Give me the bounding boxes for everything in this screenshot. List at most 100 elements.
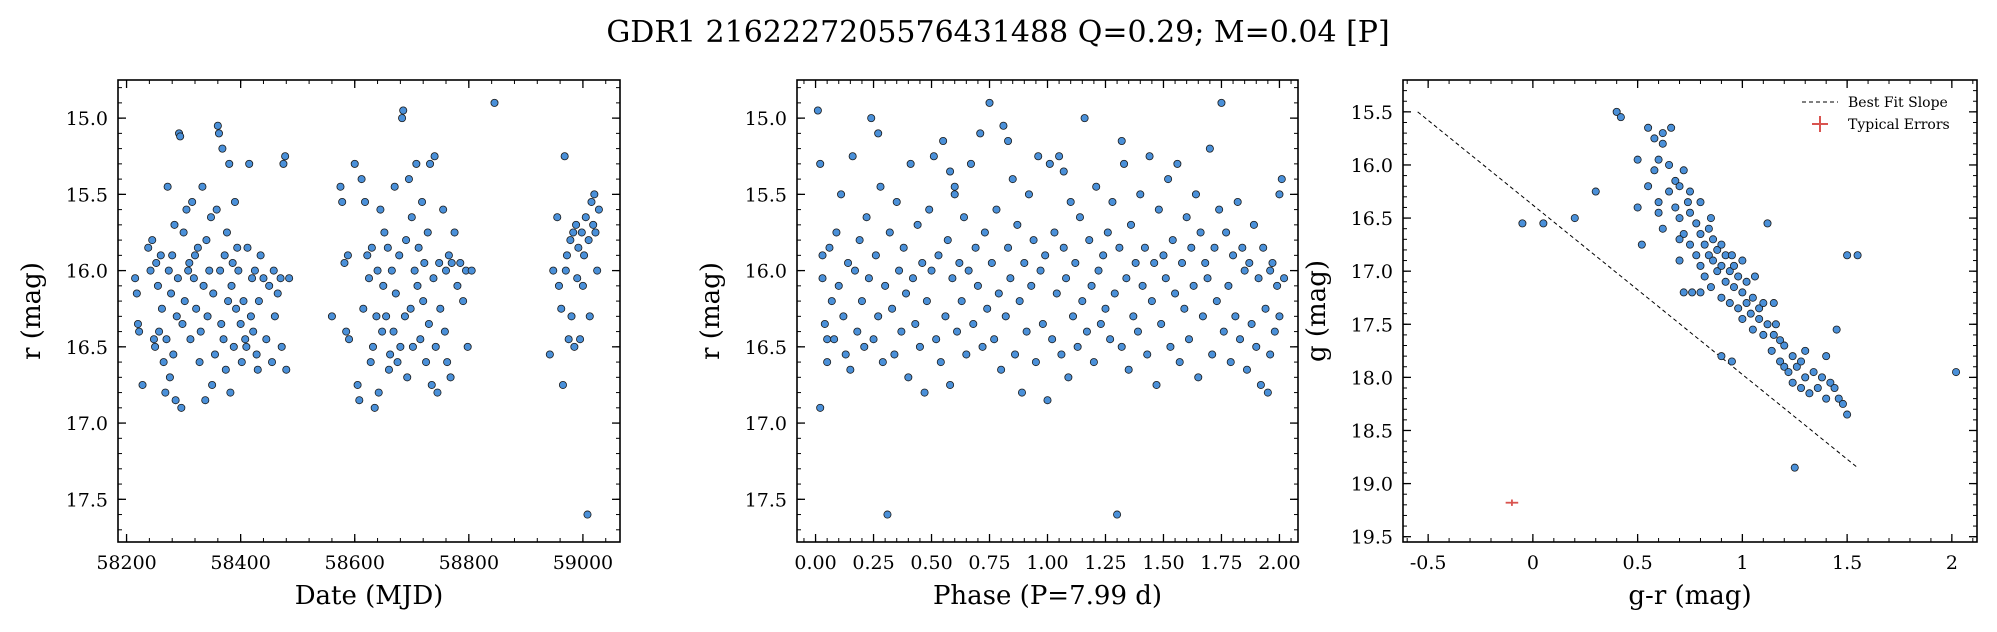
data-point — [1082, 327, 1091, 336]
data-point — [1113, 510, 1122, 519]
data-point — [199, 281, 208, 290]
data-point — [1675, 235, 1684, 244]
data-point — [419, 297, 428, 306]
data-point — [386, 350, 395, 359]
data-point — [1036, 266, 1045, 275]
data-point — [1654, 198, 1663, 207]
y-axis-label: g (mag) — [1302, 260, 1332, 362]
data-point — [1679, 288, 1688, 297]
data-point — [232, 304, 241, 313]
data-point — [890, 350, 899, 359]
data-point — [591, 228, 600, 237]
data-point — [361, 197, 370, 206]
data-point — [841, 350, 850, 359]
data-point — [370, 403, 379, 412]
figure-title: GDR1 2162227205576431488 Q=0.29; M=0.04 … — [606, 15, 1389, 50]
data-point — [195, 358, 204, 367]
data-point — [1219, 327, 1228, 336]
data-point — [1784, 368, 1793, 377]
data-point — [1832, 325, 1841, 334]
data-point — [1045, 159, 1054, 168]
data-point — [490, 98, 499, 107]
data-point — [1738, 288, 1747, 297]
data-point — [911, 319, 920, 328]
data-point — [1801, 373, 1810, 382]
data-point — [182, 205, 191, 214]
data-point — [934, 251, 943, 260]
data-point — [1717, 240, 1726, 249]
data-point — [955, 258, 964, 267]
data-point — [1015, 297, 1024, 306]
x-tick-label: 0.25 — [852, 552, 894, 574]
data-point — [391, 289, 400, 298]
data-point — [572, 220, 581, 229]
data-point — [1117, 342, 1126, 351]
data-point — [1050, 228, 1059, 237]
data-point — [422, 358, 431, 367]
data-point — [1843, 410, 1852, 419]
data-point — [1080, 114, 1089, 123]
plot-frame — [1402, 79, 1978, 543]
data-point — [1140, 243, 1149, 252]
data-point — [1838, 399, 1847, 408]
data-point — [1518, 219, 1527, 228]
data-point — [429, 274, 438, 283]
data-point — [973, 281, 982, 290]
data-point — [242, 342, 251, 351]
data-point — [1813, 383, 1822, 392]
data-point — [1048, 335, 1057, 344]
data-point — [338, 197, 347, 206]
data-point — [237, 358, 246, 367]
data-point — [1110, 289, 1119, 298]
y-tick-label: 15.0 — [66, 108, 108, 130]
data-point — [1633, 155, 1642, 164]
data-point — [1696, 261, 1705, 270]
data-point — [1154, 205, 1163, 214]
data-point — [1797, 357, 1806, 366]
data-point — [256, 251, 265, 260]
data-point — [1006, 274, 1015, 283]
data-point — [922, 297, 931, 306]
data-point — [202, 236, 211, 245]
data-point — [1001, 312, 1010, 321]
data-point — [545, 350, 554, 359]
data-point — [1952, 368, 1961, 377]
x-tick-label: 0.50 — [910, 552, 952, 574]
data-point — [1256, 380, 1265, 389]
y-axis-label: r (mag) — [696, 262, 726, 360]
data-point — [855, 236, 864, 245]
data-point — [1254, 274, 1263, 283]
data-point — [230, 197, 239, 206]
x-tick-label: 0.75 — [968, 552, 1010, 574]
data-point — [569, 228, 578, 237]
data-point — [1792, 362, 1801, 371]
y-tick-label: 17.5 — [745, 489, 787, 511]
data-point — [874, 129, 883, 138]
data-point — [573, 274, 582, 283]
data-point — [557, 304, 566, 313]
data-point — [1136, 190, 1145, 199]
data-point — [395, 251, 404, 260]
data-point — [1182, 213, 1191, 222]
data-point — [1734, 272, 1743, 281]
data-point — [1817, 373, 1826, 382]
data-point — [185, 258, 194, 267]
data-point — [135, 327, 144, 336]
data-point — [587, 197, 596, 206]
data-point — [148, 236, 157, 245]
data-point — [1004, 136, 1013, 145]
data-point — [892, 197, 901, 206]
x-tick-label: 1.00 — [1026, 552, 1068, 574]
data-point — [196, 327, 205, 336]
data-point — [444, 251, 453, 260]
data-point — [396, 342, 405, 351]
data-point — [178, 319, 187, 328]
data-point — [1175, 358, 1184, 367]
data-point — [1675, 256, 1684, 265]
data-point — [1671, 176, 1680, 185]
data-point — [1029, 236, 1038, 245]
data-point — [1261, 304, 1270, 313]
data-point — [224, 297, 233, 306]
data-point — [839, 312, 848, 321]
data-point — [157, 304, 166, 313]
